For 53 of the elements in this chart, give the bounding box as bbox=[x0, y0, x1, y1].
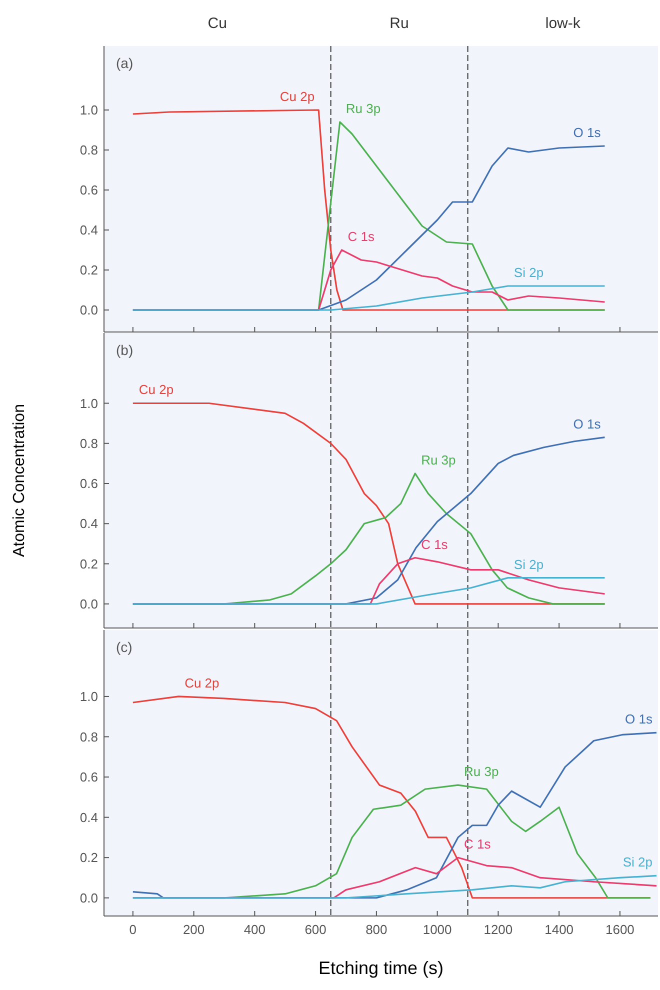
y-tick-label: 0.6 bbox=[80, 182, 98, 198]
x-tick-label: 1000 bbox=[422, 922, 452, 937]
text: Cu bbox=[208, 15, 227, 32]
series-label: O 1s bbox=[573, 125, 602, 140]
y-tick-label: 1.0 bbox=[80, 689, 98, 704]
y-tick-label: 1.0 bbox=[80, 102, 98, 118]
y-tick-label: 0.2 bbox=[80, 262, 98, 278]
series-label: Si 2p bbox=[514, 265, 544, 280]
x-tick-label: 800 bbox=[366, 922, 388, 937]
x-tick-label: 0 bbox=[129, 922, 137, 937]
text: (a) bbox=[116, 55, 134, 71]
series-label: Cu 2p bbox=[280, 89, 315, 104]
x-tick-label: 1200 bbox=[484, 922, 513, 937]
series-label: Ru 3p bbox=[464, 764, 499, 780]
y-tick-label: 0.8 bbox=[80, 436, 98, 451]
series-label: Cu 2p bbox=[138, 382, 174, 398]
y-tick-label: 0.8 bbox=[80, 729, 98, 744]
text: Ru bbox=[390, 15, 409, 32]
text: low-k bbox=[545, 15, 581, 32]
y-tick-label: 0.2 bbox=[80, 556, 98, 572]
y-axis-title: Atomic Concentration bbox=[11, 404, 28, 557]
x-tick-label: 600 bbox=[304, 922, 326, 937]
text: (b) bbox=[116, 342, 134, 358]
y-tick-label: 0.0 bbox=[80, 302, 98, 318]
y-tick-label: 0.2 bbox=[80, 850, 98, 866]
y-tick-label: 0.0 bbox=[80, 890, 98, 906]
y-tick-label: 0.6 bbox=[80, 770, 98, 785]
text: (c) bbox=[116, 639, 132, 655]
y-tick-label: 0.4 bbox=[80, 516, 98, 532]
line-series bbox=[132, 874, 658, 899]
series-label: Ru 3p bbox=[346, 101, 381, 116]
x-axis-title: Etching time (s) bbox=[318, 958, 444, 978]
y-tick-label: 1.0 bbox=[80, 396, 98, 411]
series-label: C 1s bbox=[348, 229, 375, 244]
x-tick-label: 1600 bbox=[605, 922, 634, 937]
series-label: O 1s bbox=[625, 712, 653, 727]
x-tick-label: 400 bbox=[244, 922, 266, 937]
y-tick-label: 0.6 bbox=[80, 476, 98, 492]
series-label: Si 2p bbox=[622, 854, 652, 870]
series-label: Si 2p bbox=[514, 556, 544, 572]
series-label: Ru 3p bbox=[421, 452, 456, 468]
y-tick-label: 0.0 bbox=[80, 596, 98, 612]
y-tick-label: 0.4 bbox=[80, 222, 98, 238]
line-series bbox=[132, 577, 606, 605]
line-series bbox=[132, 285, 606, 311]
x-tick-label: 1400 bbox=[544, 922, 574, 937]
series-label: O 1s bbox=[573, 416, 602, 432]
x-tick-label: 200 bbox=[182, 922, 205, 937]
series-label: Cu 2p bbox=[184, 675, 220, 690]
series-label: C 1s bbox=[421, 536, 448, 552]
series-label: C 1s bbox=[464, 836, 492, 852]
y-tick-label: 0.8 bbox=[80, 142, 98, 158]
y-tick-label: 0.4 bbox=[80, 810, 98, 825]
